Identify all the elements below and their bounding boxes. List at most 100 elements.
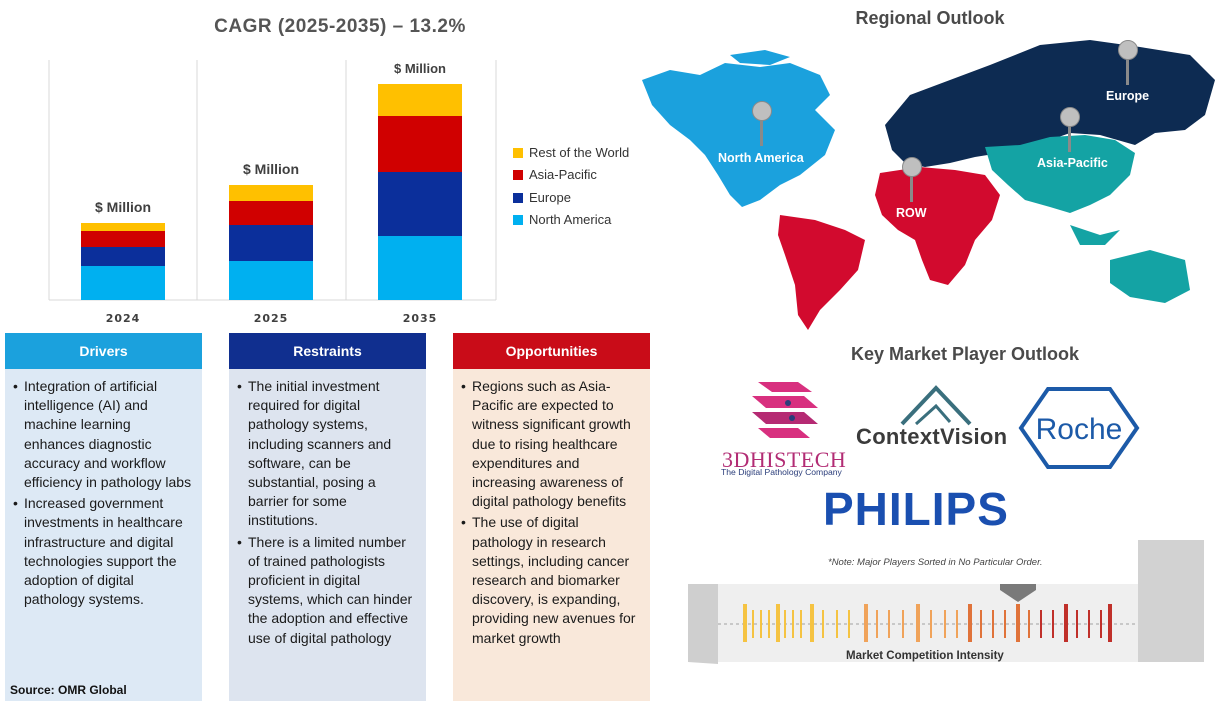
map-pin-asia-pacific bbox=[1060, 107, 1080, 127]
intensity-tick bbox=[968, 604, 972, 642]
map-label-north-america: North America bbox=[718, 151, 804, 165]
intensity-tick bbox=[1016, 604, 1020, 642]
bar-segment-europe-2035 bbox=[378, 172, 462, 236]
bar-segment-europe-2025 bbox=[229, 225, 313, 261]
map-pin-north-america bbox=[752, 101, 772, 121]
roche-logo: Roche bbox=[1018, 387, 1140, 469]
intensity-tick bbox=[810, 604, 814, 642]
legend-swatch bbox=[513, 214, 523, 225]
competition-intensity-meter bbox=[688, 540, 1204, 664]
legend-label: Rest of the World bbox=[529, 145, 630, 160]
intensity-tick bbox=[864, 604, 868, 642]
players-note: *Note: Major Players Sorted in No Partic… bbox=[828, 557, 1043, 568]
3dhistech-tagline: The Digital Pathology Company bbox=[721, 467, 842, 477]
intensity-tick bbox=[930, 610, 932, 638]
bar-segment-rest-of-the-world-2035 bbox=[378, 84, 462, 116]
intensity-tick bbox=[752, 610, 754, 638]
bar-segment-north-america-2025 bbox=[229, 261, 313, 300]
intensity-tick bbox=[944, 610, 946, 638]
map-region-north-america bbox=[642, 63, 835, 207]
map-region-asia-pacific bbox=[985, 135, 1135, 213]
intensity-tick bbox=[992, 610, 994, 638]
roche-logo-text: Roche bbox=[1036, 413, 1123, 446]
intensity-tick bbox=[888, 610, 890, 638]
intensity-tick bbox=[848, 610, 850, 638]
opportunities-item: Regions such as Asia-Pacific are expecte… bbox=[461, 377, 642, 511]
drivers-item: Integration of artificial intelligence (… bbox=[13, 377, 194, 492]
restraints-panel: Restraints The initial investment requir… bbox=[229, 333, 426, 701]
bar-segment-north-america-2035 bbox=[378, 236, 462, 300]
legend-swatch bbox=[513, 147, 523, 158]
intensity-tick bbox=[776, 604, 780, 642]
intensity-tick bbox=[760, 610, 762, 638]
intensity-tick bbox=[1028, 610, 1030, 638]
restraints-heading: Restraints bbox=[229, 333, 426, 369]
bar-segment-rest-of-the-world-2024 bbox=[81, 223, 165, 231]
legend-label: Asia-Pacific bbox=[529, 167, 597, 182]
legend-label: North America bbox=[529, 212, 612, 227]
intensity-tick bbox=[916, 604, 920, 642]
bar-total-label: $ Million bbox=[95, 199, 151, 215]
intensity-tick bbox=[902, 610, 904, 638]
legend-label: Europe bbox=[529, 190, 571, 205]
intensity-tick bbox=[1040, 610, 1042, 638]
philips-logo: PHILIPS bbox=[823, 483, 1009, 535]
world-map bbox=[642, 40, 1215, 330]
contextvision-logo-mark bbox=[900, 385, 972, 426]
intensity-tick bbox=[768, 610, 770, 638]
pin-stem bbox=[910, 176, 913, 202]
bar-total-label: $ Million bbox=[243, 161, 299, 177]
bar-segment-asia-pacific-2024 bbox=[81, 231, 165, 247]
legend-item-rest-of-world: Rest of the World bbox=[513, 145, 629, 160]
legend-item-north-america: North America bbox=[513, 212, 611, 227]
intensity-tick bbox=[876, 610, 878, 638]
opportunities-heading: Opportunities bbox=[453, 333, 650, 369]
intensity-tick bbox=[1076, 610, 1078, 638]
intensity-tick bbox=[1108, 604, 1112, 642]
opportunities-panel: Opportunities Regions such as Asia-Pacif… bbox=[453, 333, 650, 701]
intensity-tick bbox=[1100, 610, 1102, 638]
intensity-tick bbox=[1064, 604, 1068, 642]
bar-segment-rest-of-the-world-2025 bbox=[229, 185, 313, 201]
drivers-heading: Drivers bbox=[5, 333, 202, 369]
map-label-asia-pacific: Asia-Pacific bbox=[1037, 156, 1108, 170]
chart-title: CAGR (2025-2035) – 13.2% bbox=[214, 16, 466, 37]
drivers-item: Increased government investments in heal… bbox=[13, 494, 194, 609]
x-tick-label: 2035 bbox=[403, 312, 438, 325]
drivers-panel: Drivers Integration of artificial intell… bbox=[5, 333, 202, 701]
intensity-tick bbox=[1052, 610, 1054, 638]
restraints-item: There is a limited number of trained pat… bbox=[237, 533, 418, 648]
competition-intensity-label: Market Competition Intensity bbox=[846, 650, 1004, 662]
map-label-row: ROW bbox=[896, 206, 927, 220]
intensity-tick bbox=[1004, 610, 1006, 638]
intensity-tick bbox=[956, 610, 958, 638]
intensity-tick bbox=[792, 610, 794, 638]
regional-outlook-title: Regional Outlook bbox=[855, 8, 1005, 28]
bar-segment-north-america-2024 bbox=[81, 266, 165, 300]
legend-item-europe: Europe bbox=[513, 190, 571, 205]
map-pin-europe bbox=[1118, 40, 1138, 60]
bar-segment-asia-pacific-2035 bbox=[378, 116, 462, 172]
map-region-europe bbox=[885, 40, 1215, 167]
opportunities-item: The use of digital pathology in research… bbox=[461, 513, 642, 647]
intensity-tick bbox=[743, 604, 747, 642]
legend-swatch bbox=[513, 192, 523, 203]
legend-swatch bbox=[513, 169, 523, 180]
map-region-south-america bbox=[778, 215, 865, 330]
intensity-tick bbox=[800, 610, 802, 638]
key-player-title: Key Market Player Outlook bbox=[850, 344, 1080, 364]
3dhistech-logo-mark bbox=[752, 382, 818, 438]
bar-segment-asia-pacific-2025 bbox=[229, 201, 313, 225]
stacked-bar-chart: $ Million 2024 $ Million 2025 $ Million 2035 bbox=[48, 60, 497, 325]
intensity-tick bbox=[980, 610, 982, 638]
pin-stem bbox=[1068, 126, 1071, 152]
intensity-tick bbox=[836, 610, 838, 638]
map-label-europe: Europe bbox=[1106, 89, 1150, 103]
bar-segment-europe-2024 bbox=[81, 247, 165, 266]
pin-stem bbox=[760, 120, 763, 146]
intensity-tick bbox=[1088, 610, 1090, 638]
x-tick-label: 2025 bbox=[254, 312, 289, 325]
intensity-tick bbox=[822, 610, 824, 638]
map-region-row-africa bbox=[875, 167, 1000, 285]
legend-item-asia-pacific: Asia-Pacific bbox=[513, 167, 597, 182]
